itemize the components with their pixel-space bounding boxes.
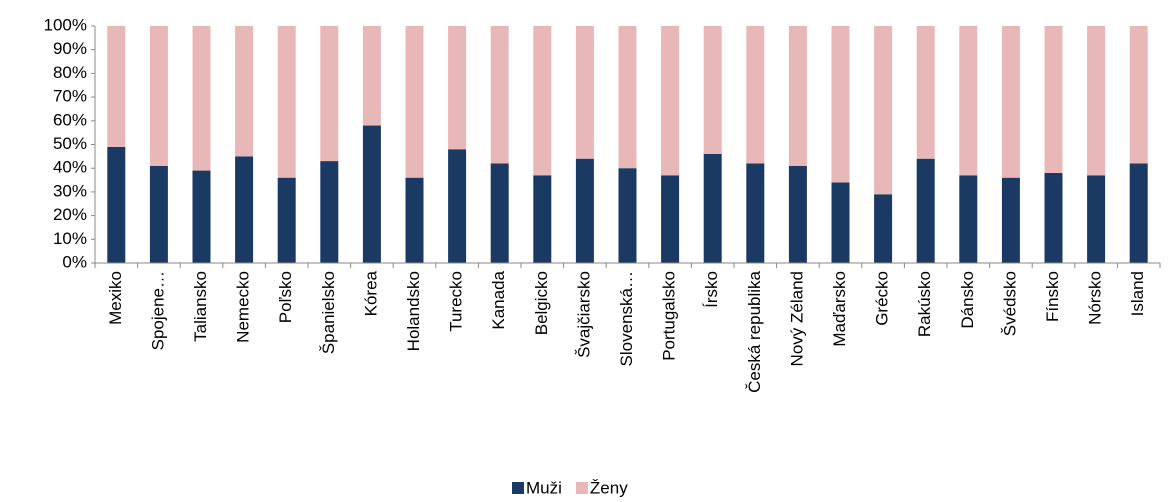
x-tick-label: Írsko [702, 271, 721, 308]
y-tick-label: 70% [53, 87, 87, 106]
bar [916, 158, 935, 263]
bar [1087, 175, 1106, 263]
bar [831, 182, 850, 263]
legend-label: Ženy [590, 478, 628, 497]
bar [703, 26, 722, 154]
bar [1044, 172, 1063, 263]
x-tick-label: Nórsko [1086, 271, 1105, 325]
bar [874, 194, 893, 263]
bar [235, 26, 254, 157]
x-tick-label: Turecko [447, 271, 466, 332]
bar [320, 161, 339, 263]
bar [1044, 26, 1063, 173]
bar [277, 177, 296, 263]
x-tick-label: Švajčiarsko [574, 271, 593, 358]
x-tick-label: Holandsko [404, 271, 423, 351]
bar [107, 26, 126, 147]
bar [405, 26, 424, 178]
x-tick-label: Kórea [361, 270, 380, 316]
bar [959, 26, 978, 176]
bar [874, 26, 893, 195]
x-tick-label: Kanada [489, 270, 508, 329]
bar [661, 175, 680, 263]
bar [533, 175, 552, 263]
legend-swatch [575, 482, 588, 494]
bar [575, 158, 594, 263]
bar [107, 146, 126, 263]
x-tick-label: Slovenská… [617, 271, 636, 366]
x-tick-label: Maďarsko [830, 271, 849, 347]
bar [320, 26, 339, 162]
bar [192, 170, 211, 263]
x-tick-label: Česká republika [745, 270, 764, 392]
bar [192, 26, 211, 171]
bar [490, 163, 509, 263]
x-tick-label: Fínsko [1043, 271, 1062, 322]
bar [149, 26, 168, 166]
bar [1129, 26, 1148, 164]
y-tick-label: 90% [53, 39, 87, 58]
y-tick-label: 0% [62, 252, 87, 271]
y-tick-label: 80% [53, 63, 87, 82]
x-tick-label: Spojene… [148, 271, 167, 350]
bar [746, 163, 765, 263]
bar [1087, 26, 1106, 176]
bar [1001, 177, 1020, 263]
bar [533, 26, 552, 176]
y-tick-label: 10% [53, 229, 87, 248]
x-tick-label: Portugalsko [660, 271, 679, 361]
x-tick-label: Island [1128, 271, 1147, 316]
bar [149, 165, 168, 263]
y-tick-label: 30% [53, 181, 87, 200]
y-tick-label: 60% [53, 110, 87, 129]
legend-swatch [512, 482, 524, 494]
bar [703, 153, 722, 263]
bar [746, 26, 765, 164]
bar [448, 26, 467, 150]
x-tick-label: Mexiko [106, 271, 125, 325]
bar [405, 177, 424, 263]
x-tick-label: Rakúsko [915, 271, 934, 337]
bar [362, 125, 381, 263]
bar [1001, 26, 1020, 178]
x-tick-label: Dánsko [958, 271, 977, 329]
x-tick-label: Taliansko [191, 271, 210, 342]
x-tick-label: Nemecko [234, 271, 253, 343]
bar [277, 26, 296, 178]
bar [575, 26, 594, 159]
y-tick-label: 50% [53, 134, 87, 153]
bar [235, 156, 254, 263]
bar [618, 26, 637, 169]
y-tick-label: 20% [53, 205, 87, 224]
legend-label: Muži [526, 478, 562, 497]
x-tick-label: Nový Zéland [787, 271, 806, 366]
bar [362, 26, 381, 126]
y-tick-label: 100% [44, 15, 87, 34]
bar [448, 149, 467, 263]
bar [788, 165, 807, 263]
x-tick-label: Švédsko [1000, 271, 1019, 336]
bar [618, 168, 637, 263]
bar [959, 175, 978, 263]
x-tick-label: Poľsko [276, 271, 295, 323]
x-tick-label: Belgicko [532, 271, 551, 335]
bar [1129, 163, 1148, 263]
bar [661, 26, 680, 176]
x-tick-label: Španielsko [319, 271, 338, 354]
bar [788, 26, 807, 166]
bar [916, 26, 935, 159]
x-tick-label: Grécko [873, 271, 892, 326]
y-tick-label: 40% [53, 158, 87, 177]
bar [490, 26, 509, 164]
bar [831, 26, 850, 183]
